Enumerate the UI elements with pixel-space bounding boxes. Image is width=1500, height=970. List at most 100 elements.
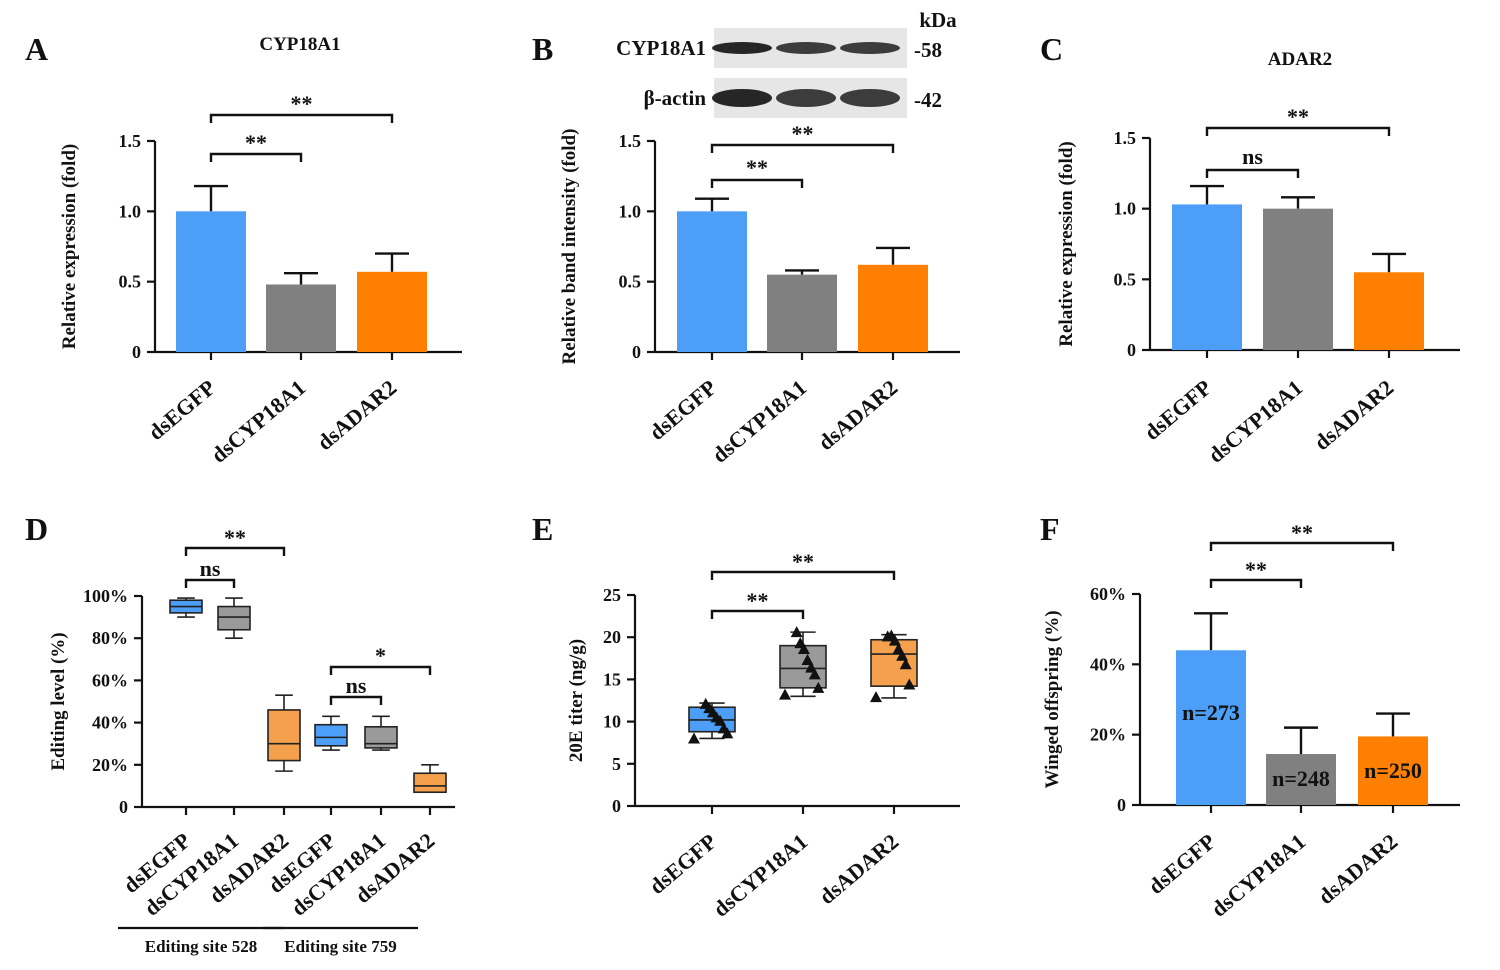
panel-F: F 0 20% 40% 60% Winged offspring (%) dsEGFPdsC… bbox=[1040, 511, 1460, 922]
y-tick-label: 1.0 bbox=[119, 201, 142, 221]
significance-bracket bbox=[1209, 578, 1303, 588]
x-tick-label: dsEGFP bbox=[644, 829, 721, 899]
significance-bracket bbox=[184, 578, 236, 588]
x-tick-label: dsEGFP bbox=[1139, 375, 1216, 445]
y-tick-label: 20% bbox=[1090, 725, 1126, 745]
data-point bbox=[881, 630, 894, 642]
blot-band bbox=[776, 89, 836, 107]
panel-letter: F bbox=[1040, 511, 1060, 547]
significance-bracket bbox=[209, 152, 303, 162]
data-point bbox=[717, 722, 730, 734]
y-tick-label: 60% bbox=[1090, 584, 1126, 604]
significance-label: ** bbox=[224, 525, 246, 550]
significance-bracket bbox=[1205, 126, 1391, 136]
y-tick-label: 60% bbox=[92, 670, 128, 690]
y-tick-label: 1.5 bbox=[1114, 128, 1137, 148]
x-tick-label: dsCYP18A1 bbox=[1206, 829, 1310, 922]
data-point bbox=[699, 697, 712, 709]
y-tick-label: 0.5 bbox=[119, 272, 142, 292]
blot-band bbox=[712, 89, 772, 107]
blot-band bbox=[840, 42, 900, 54]
y-tick-label: 0 bbox=[132, 342, 141, 362]
n-label: n=248 bbox=[1272, 766, 1330, 791]
y-tick-label: 0 bbox=[632, 342, 641, 362]
data-point bbox=[794, 637, 807, 649]
y-tick-label: 0 bbox=[1117, 795, 1126, 815]
blot-kda: -42 bbox=[914, 88, 942, 112]
significance-bracket bbox=[710, 609, 805, 619]
blot-band bbox=[840, 89, 900, 107]
y-tick-label: 0 bbox=[612, 796, 621, 816]
y-axis-label: Relative expression (fold) bbox=[59, 144, 80, 349]
y-tick-label: 5 bbox=[612, 754, 621, 774]
group-label: Editing site 759 bbox=[284, 937, 396, 956]
blot-band bbox=[712, 42, 772, 54]
bar bbox=[767, 274, 837, 352]
x-tick-label: dsCYP18A1 bbox=[1203, 375, 1307, 468]
bar bbox=[1358, 736, 1428, 805]
panel-B: B 0 0.5 1.0 1.5 Relative band intensity (fold… bbox=[532, 8, 960, 468]
data-point bbox=[779, 688, 791, 700]
box bbox=[217, 605, 251, 631]
significance-label: ** bbox=[746, 155, 768, 180]
box bbox=[870, 638, 918, 687]
x-tick-label: dsEGFP bbox=[644, 375, 721, 445]
bar bbox=[1266, 754, 1336, 805]
significance-label: ** bbox=[291, 91, 313, 116]
x-tick-label: dsCYP18A1 bbox=[206, 375, 310, 468]
data-point bbox=[892, 643, 905, 655]
bar bbox=[176, 211, 246, 352]
bar bbox=[677, 211, 747, 352]
x-tick-label: dsCYP18A1 bbox=[708, 829, 812, 922]
panel-C: C ADAR2 0 0.5 1.0 1.5 Relative expression (fol… bbox=[1040, 31, 1460, 468]
n-label: n=250 bbox=[1364, 758, 1422, 783]
data-point bbox=[812, 681, 825, 693]
western-blot: kDa CYP18A1 -58 β-actin -42 bbox=[616, 8, 957, 118]
x-tick-label: dsADAR2 bbox=[1309, 375, 1398, 455]
y-tick-label: 1.5 bbox=[119, 131, 142, 151]
bar bbox=[357, 271, 427, 352]
x-tick-label: dsCYP18A1 bbox=[707, 375, 811, 468]
y-tick-label: 100% bbox=[83, 586, 128, 606]
box bbox=[267, 709, 301, 762]
significance-label: ns bbox=[200, 556, 221, 581]
data-point bbox=[808, 668, 821, 680]
chart-title: CYP18A1 bbox=[259, 34, 340, 55]
bar bbox=[266, 284, 336, 352]
data-point bbox=[688, 732, 700, 744]
data-point bbox=[899, 658, 912, 670]
panel-letter: E bbox=[532, 511, 553, 547]
blot-band bbox=[776, 42, 836, 54]
y-tick-label: 0 bbox=[1127, 340, 1136, 360]
significance-bracket bbox=[329, 665, 432, 675]
x-tick-label: dsADAR2 bbox=[814, 829, 903, 909]
data-point bbox=[801, 653, 814, 665]
y-tick-label: 10 bbox=[603, 712, 621, 732]
data-point bbox=[790, 626, 803, 638]
significance-label: ** bbox=[792, 121, 814, 146]
bar bbox=[1172, 204, 1242, 350]
y-tick-label: 40% bbox=[92, 713, 128, 733]
bar bbox=[858, 264, 928, 352]
y-tick-label: 1.5 bbox=[619, 131, 642, 151]
significance-label: ** bbox=[747, 588, 769, 613]
panel-letter: B bbox=[532, 31, 553, 67]
significance-label: ns bbox=[1242, 144, 1263, 169]
y-axis-label: Relative band intensity (fold) bbox=[559, 129, 580, 365]
panel-letter: C bbox=[1040, 31, 1063, 67]
x-tick-label: dsEGFP bbox=[1143, 829, 1220, 899]
bar bbox=[1354, 272, 1424, 350]
y-tick-label: 80% bbox=[92, 628, 128, 648]
box bbox=[364, 726, 398, 749]
panel-letter: D bbox=[25, 511, 48, 547]
panel-E: E 0 5 10 15 20 25 20E titer (ng/g) dsEGFPdsCYP18… bbox=[532, 511, 960, 922]
bar bbox=[1263, 208, 1333, 350]
data-point bbox=[797, 643, 810, 655]
significance-bracket bbox=[209, 113, 394, 123]
significance-bracket bbox=[710, 178, 804, 188]
y-tick-label: 1.0 bbox=[619, 201, 642, 221]
significance-label: ** bbox=[1245, 557, 1267, 582]
y-axis-label: Relative expression (fold) bbox=[1056, 141, 1077, 346]
y-tick-label: 0.5 bbox=[619, 272, 642, 292]
